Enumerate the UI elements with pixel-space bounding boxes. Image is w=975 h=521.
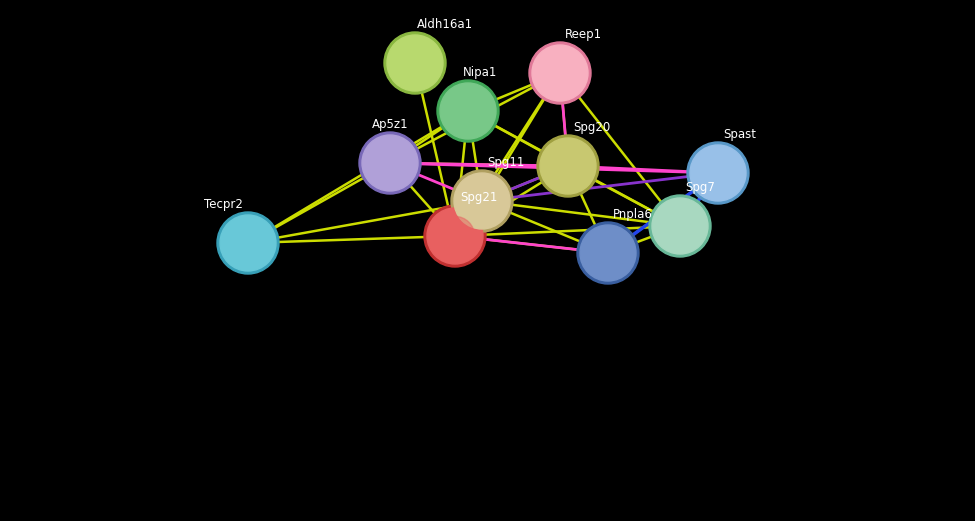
Circle shape	[451, 170, 513, 232]
Circle shape	[427, 208, 483, 264]
Text: Tecpr2: Tecpr2	[204, 198, 243, 211]
Circle shape	[424, 205, 486, 267]
Text: Aldh16a1: Aldh16a1	[417, 18, 473, 31]
Circle shape	[660, 206, 700, 245]
Text: Pnpla6: Pnpla6	[613, 208, 653, 221]
Text: Spg21: Spg21	[460, 191, 497, 204]
Circle shape	[577, 222, 639, 284]
Circle shape	[454, 173, 510, 229]
Circle shape	[437, 80, 499, 142]
Circle shape	[359, 132, 421, 194]
Circle shape	[532, 45, 588, 101]
Text: Spg7: Spg7	[685, 181, 715, 194]
Circle shape	[652, 198, 708, 254]
Circle shape	[362, 135, 418, 191]
Circle shape	[540, 138, 596, 194]
Circle shape	[396, 43, 435, 83]
Circle shape	[588, 233, 628, 272]
Circle shape	[462, 181, 501, 220]
Circle shape	[440, 83, 496, 139]
Circle shape	[580, 225, 636, 281]
Text: Ap5z1: Ap5z1	[372, 118, 409, 131]
Circle shape	[687, 142, 749, 204]
Circle shape	[529, 42, 591, 104]
Circle shape	[228, 224, 267, 263]
Text: Spg20: Spg20	[573, 121, 610, 134]
Circle shape	[448, 91, 488, 131]
Text: Spast: Spast	[723, 128, 756, 141]
Circle shape	[537, 135, 599, 197]
Circle shape	[649, 195, 711, 257]
Circle shape	[217, 212, 279, 274]
Circle shape	[220, 215, 276, 271]
Text: Spg11: Spg11	[487, 156, 525, 169]
Circle shape	[698, 153, 738, 193]
Circle shape	[384, 32, 446, 94]
Text: Reep1: Reep1	[565, 28, 603, 41]
Circle shape	[548, 146, 588, 185]
Circle shape	[436, 216, 475, 256]
Circle shape	[387, 35, 443, 91]
Circle shape	[540, 53, 579, 93]
Circle shape	[370, 143, 410, 182]
Text: Nipa1: Nipa1	[463, 66, 497, 79]
Circle shape	[690, 145, 746, 201]
